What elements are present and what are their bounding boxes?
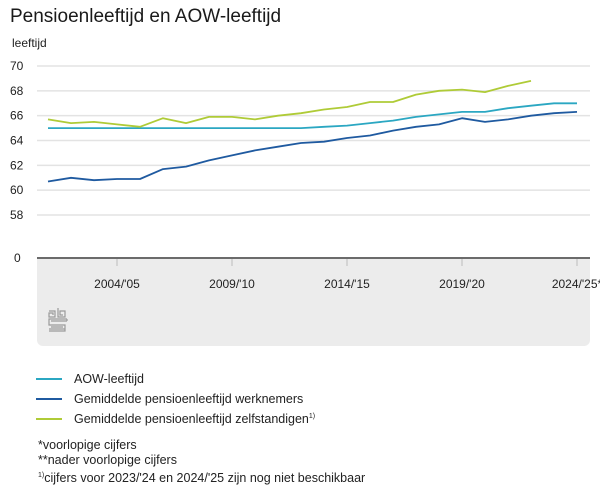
y-tick-label: 62 bbox=[10, 158, 24, 172]
y-axis-label: leeftijd bbox=[12, 36, 47, 50]
y-tick-label: 70 bbox=[10, 59, 24, 73]
series-line-3 bbox=[47, 80, 532, 128]
x-tick-label: 2024/'25* bbox=[552, 277, 600, 291]
cbs-logo-icon bbox=[47, 307, 69, 338]
x-axis-panel bbox=[37, 258, 590, 346]
legend-item: Gemiddelde pensioenleeftijd zelfstandige… bbox=[36, 409, 315, 429]
legend: AOW-leeftijd Gemiddelde pensioenleeftijd … bbox=[36, 369, 315, 429]
y-tick-label: 66 bbox=[10, 109, 24, 123]
footnote-provisional: *voorlopige cijfers bbox=[38, 438, 137, 452]
y-tick-label: 58 bbox=[10, 208, 24, 222]
y-tick-label-zero: 0 bbox=[14, 251, 21, 265]
legend-swatch bbox=[36, 398, 62, 400]
x-tick-label: 2014/'15 bbox=[324, 277, 370, 291]
legend-label: AOW-leeftijd bbox=[74, 372, 144, 386]
y-tick-label: 64 bbox=[10, 134, 24, 148]
y-tick-label: 60 bbox=[10, 183, 24, 197]
legend-label: Gemiddelde pensioenleeftijd zelfstandige… bbox=[74, 412, 316, 426]
legend-item: AOW-leeftijd bbox=[36, 369, 315, 389]
series-line-1 bbox=[48, 102, 577, 129]
footnote-further-provisional: **nader voorlopige cijfers bbox=[38, 453, 177, 467]
x-tick-label: 2019/'20 bbox=[439, 277, 485, 291]
x-tick-label: 2004/'05 bbox=[94, 277, 140, 291]
footnote-unavailable: 1)cijfers voor 2023/'24 en 2024/'25 zijn… bbox=[38, 471, 366, 486]
chart-title: Pensioenleeftijd en AOW-leeftijd bbox=[10, 6, 282, 27]
series-line-2 bbox=[47, 111, 578, 183]
x-tick-label: 2009/'10 bbox=[209, 277, 255, 291]
legend-label: Gemiddelde pensioenleeftijd werknemers bbox=[74, 392, 304, 406]
legend-swatch bbox=[36, 378, 62, 380]
y-tick-label: 68 bbox=[10, 84, 24, 98]
footnote-marker: 1) bbox=[308, 412, 316, 420]
legend-item: Gemiddelde pensioenleeftijd werknemers bbox=[36, 389, 315, 409]
line-chart: 70 68 66 64 62 60 58 0 2004/'05 2009/'10 2014/'15 2… bbox=[10, 59, 600, 291]
legend-swatch bbox=[36, 418, 62, 420]
footnotes: *voorlopige cijfers **nader voorlopige c… bbox=[38, 438, 365, 486]
